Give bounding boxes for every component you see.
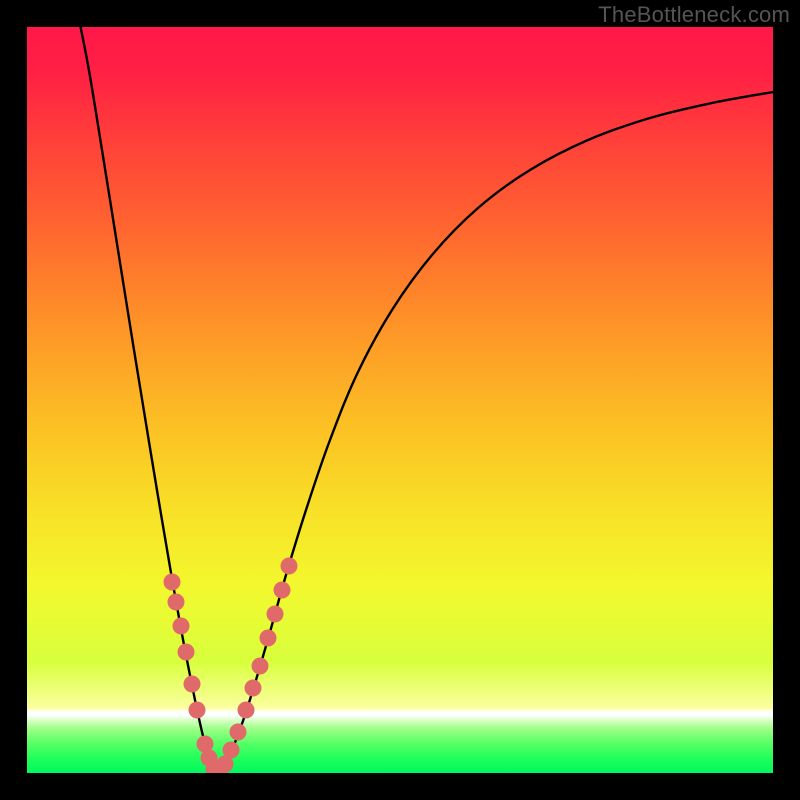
data-point — [252, 658, 269, 675]
data-point — [164, 574, 181, 591]
data-point — [189, 702, 206, 719]
data-point — [173, 618, 190, 635]
data-point — [260, 630, 277, 647]
gradient-background — [27, 27, 773, 773]
bottleneck-chart — [0, 0, 800, 800]
data-point — [274, 582, 291, 599]
data-point — [168, 594, 185, 611]
data-point — [223, 742, 240, 759]
data-point — [281, 558, 298, 575]
data-point — [184, 676, 201, 693]
data-point — [245, 680, 262, 697]
chart-container: TheBottleneck.com — [0, 0, 800, 800]
data-point — [267, 606, 284, 623]
data-point — [230, 724, 247, 741]
data-point — [178, 644, 195, 661]
watermark-text: TheBottleneck.com — [598, 2, 790, 28]
data-point — [238, 702, 255, 719]
